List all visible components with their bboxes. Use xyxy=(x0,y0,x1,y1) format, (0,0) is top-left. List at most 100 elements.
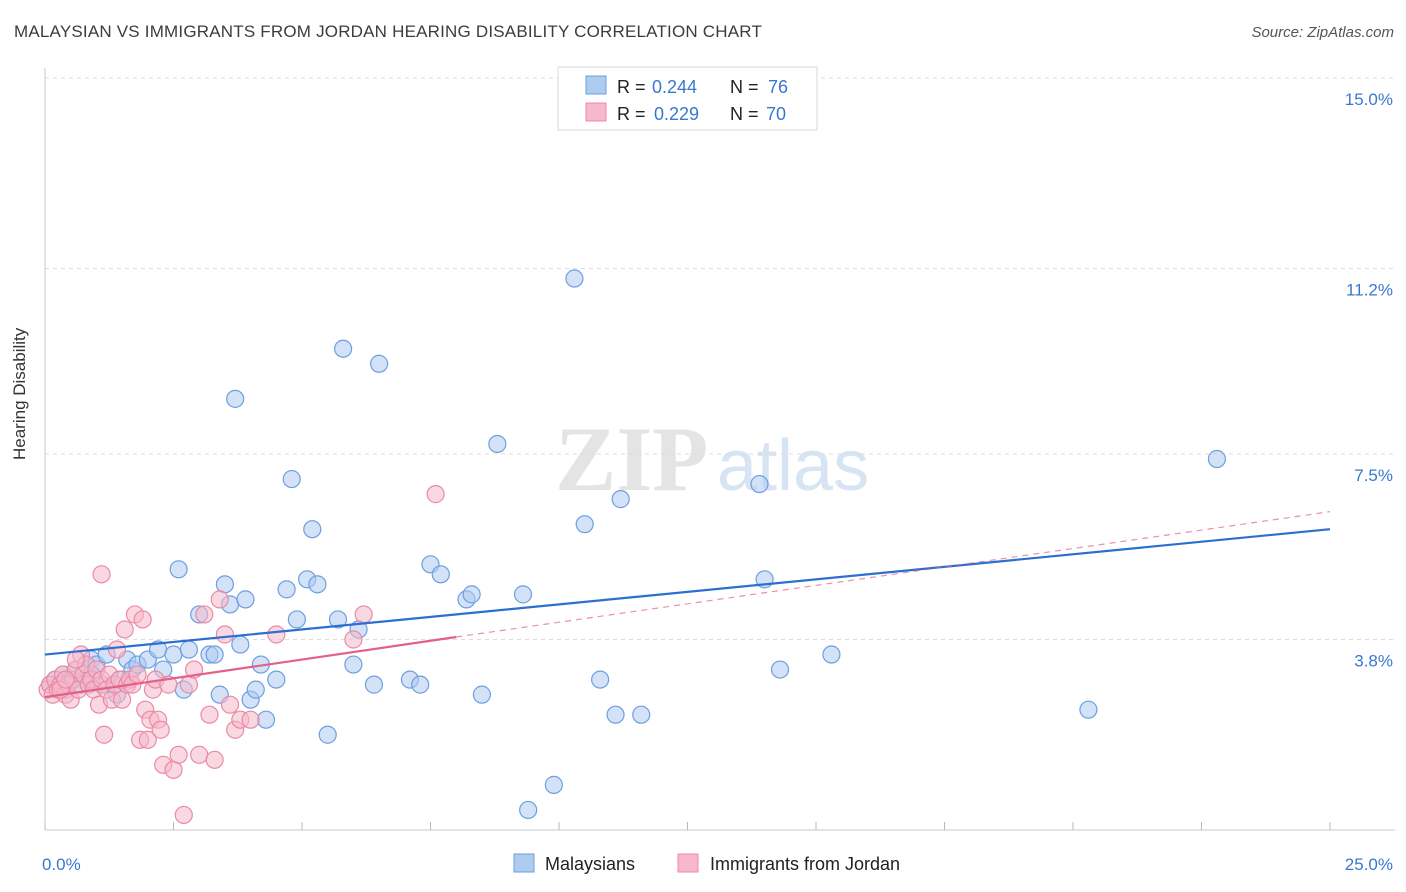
legend-malaysians-label[interactable]: Malaysians xyxy=(545,854,635,874)
malaysians-point-41 xyxy=(318,725,337,744)
jordan-point-27 xyxy=(107,640,127,659)
malaysians-point-21 xyxy=(164,645,183,664)
legend-n-label-1: N = xyxy=(730,77,759,97)
jordan-point-63 xyxy=(344,630,363,649)
jordan-point-61 xyxy=(241,710,260,729)
malaysians-point-71 xyxy=(488,434,507,454)
malaysians-point-63 xyxy=(770,660,790,679)
gridlines xyxy=(45,77,1395,640)
malaysians-point-74 xyxy=(169,560,188,579)
malaysians-point-59 xyxy=(611,490,630,509)
malaysians-point-33 xyxy=(246,680,265,699)
legend-n-value-2: 70 xyxy=(766,104,786,124)
trend-lines xyxy=(44,511,1331,699)
malaysians-point-67 xyxy=(226,389,245,408)
legend-r-label-2: R = xyxy=(617,104,646,124)
jordan-point-57 xyxy=(215,625,234,644)
y-tick-label-3: 15.0% xyxy=(1345,90,1393,109)
jordan-point-67 xyxy=(66,650,85,669)
legend-stats: R = 0.244 N = 76 R = 0.229 N = 70 xyxy=(557,66,818,131)
malaysians-point-45 xyxy=(364,675,384,694)
y-tick-label-2: 11.2% xyxy=(1346,281,1393,300)
jordan-point-52 xyxy=(190,745,209,764)
malaysians-point-72 xyxy=(282,469,301,489)
legend-series: Malaysians Immigrants from Jordan xyxy=(513,853,900,874)
legend-blue-swatch xyxy=(585,75,607,95)
legend-jordan-label[interactable]: Immigrants from Jordan xyxy=(710,854,900,874)
jordan-point-66 xyxy=(92,565,111,584)
malaysians-point-55 xyxy=(544,775,563,794)
malaysians-point-53 xyxy=(513,585,533,604)
watermark-atlas: atlas xyxy=(717,426,869,506)
source-label: Source: ZipAtlas.com xyxy=(1251,24,1394,41)
malaysians-point-66 xyxy=(1207,449,1227,469)
watermark-zip: ZIP xyxy=(555,408,708,510)
malaysians-point-56 xyxy=(575,515,594,534)
malaysians-point-28 xyxy=(215,575,234,594)
malaysians-point-30 xyxy=(231,635,250,654)
malaysians-point-64 xyxy=(822,645,841,664)
legend-pink-swatch xyxy=(585,102,607,122)
jordan-point-35 xyxy=(128,665,147,684)
malaysians-point-31 xyxy=(236,590,255,609)
jordan-point-39 xyxy=(138,730,157,749)
data-points xyxy=(38,269,1227,825)
jordan-point-53 xyxy=(195,605,214,624)
malaysians-point-38 xyxy=(287,610,306,629)
x-tick-label-1: 25.0% xyxy=(1345,855,1393,874)
malaysians-point-69 xyxy=(370,354,389,373)
axes xyxy=(44,68,1395,831)
malaysians-point-52 xyxy=(472,685,491,704)
malaysians-point-47 xyxy=(411,675,430,694)
jordan-point-54 xyxy=(200,705,219,724)
malaysians-point-49 xyxy=(431,565,450,584)
jordan-point-49 xyxy=(174,805,193,825)
legend-n-value-1: 76 xyxy=(768,77,788,97)
jordan-point-56 xyxy=(210,590,229,609)
jordan-point-69 xyxy=(56,670,75,689)
x-tick-label-0: 0.0% xyxy=(42,855,81,874)
legend-r-value-2: 0.229 xyxy=(654,104,699,124)
y-tick-label-0: 3.8% xyxy=(1354,651,1393,670)
malaysians-point-57 xyxy=(591,670,610,689)
malaysians-trend-line xyxy=(44,528,1331,656)
malaysians-point-26 xyxy=(205,645,224,664)
chart-title: MALAYSIAN VS IMMIGRANTS FROM JORDAN HEAR… xyxy=(14,22,763,41)
malaysians-point-68 xyxy=(334,339,353,358)
jordan-point-65 xyxy=(426,485,445,504)
legend-jordan-swatch[interactable] xyxy=(677,853,699,873)
legend-r-value-1: 0.244 xyxy=(652,77,697,97)
jordan-point-29 xyxy=(112,690,132,709)
legend-n-label-2: N = xyxy=(730,104,759,124)
malaysians-point-36 xyxy=(267,670,286,689)
jordan-point-47 xyxy=(164,760,183,779)
y-tick-label-1: 7.5% xyxy=(1354,466,1393,485)
malaysians-point-23 xyxy=(179,640,199,659)
legend-r-label-1: R = xyxy=(617,77,646,97)
jordan-trend-line xyxy=(44,635,457,699)
jordan-trend-extension xyxy=(456,511,1331,638)
malaysians-point-65 xyxy=(1079,700,1098,719)
jordan-point-37 xyxy=(133,610,152,629)
malaysians-point-60 xyxy=(632,705,651,724)
watermark: ZIP atlas xyxy=(555,408,869,510)
malaysians-point-73 xyxy=(303,520,322,539)
malaysians-point-37 xyxy=(277,580,296,599)
tick-labels: 3.8% 7.5% 11.2% 15.0% 0.0% 25.0% xyxy=(42,90,1393,874)
jordan-point-48 xyxy=(169,745,188,764)
legend-malaysians-swatch[interactable] xyxy=(513,853,535,873)
malaysians-point-58 xyxy=(606,705,625,724)
malaysians-point-42 xyxy=(328,610,348,629)
jordan-point-58 xyxy=(220,695,240,714)
jordan-point-55 xyxy=(205,750,224,769)
malaysians-point-51 xyxy=(462,585,481,604)
malaysians-point-40 xyxy=(308,575,327,594)
malaysians-point-43 xyxy=(344,655,363,674)
malaysians-point-54 xyxy=(519,800,538,820)
jordan-point-64 xyxy=(354,605,373,624)
jordan-point-62 xyxy=(267,625,286,644)
jordan-point-22 xyxy=(95,725,114,744)
malaysians-point-35 xyxy=(256,710,276,729)
jordan-point-50 xyxy=(179,675,199,694)
